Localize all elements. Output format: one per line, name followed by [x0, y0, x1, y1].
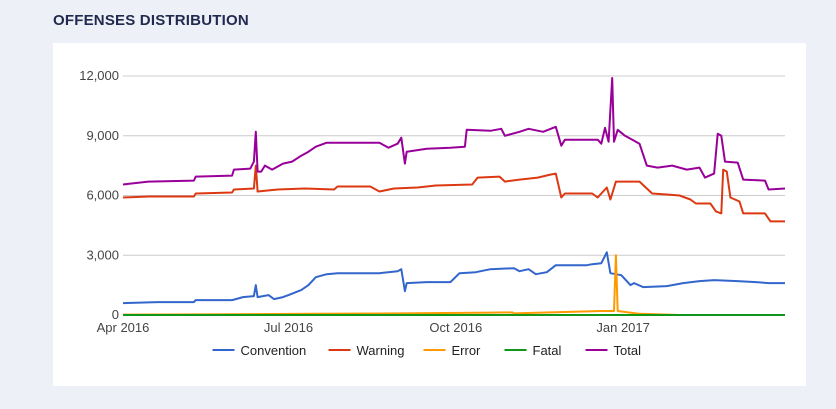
- chart-card: 0 3,000 6,000 9,000 12,000 Apr 2016 Jul 2016 O…: [53, 43, 806, 386]
- legend-label: Total: [614, 343, 642, 358]
- legend-label: Error: [452, 343, 482, 358]
- y-tick-label: 9,000: [86, 128, 119, 143]
- line-chart: 0 3,000 6,000 9,000 12,000 Apr 2016 Jul 2016 O…: [79, 68, 786, 358]
- series-lines: [122, 77, 786, 316]
- x-tick-label: Apr 2016: [97, 320, 150, 335]
- y-tick-label: 6,000: [86, 188, 119, 203]
- legend-item-warning: Warning: [328, 343, 405, 358]
- legend: Convention Warning Error Fatal Total: [212, 343, 642, 358]
- legend-label: Fatal: [533, 343, 562, 358]
- legend-item-convention: Convention: [212, 343, 307, 358]
- y-axis-labels: 0 3,000 6,000 9,000 12,000: [79, 68, 119, 322]
- series-line-error: [122, 254, 785, 316]
- y-tick-label: 0: [112, 307, 119, 322]
- x-axis-labels: Apr 2016 Jul 2016 Oct 2016 Jan 2017: [97, 320, 650, 335]
- legend-label: Warning: [357, 343, 405, 358]
- series-line-total: [122, 77, 786, 191]
- series-line-warning: [122, 164, 785, 223]
- legend-item-fatal: Fatal: [504, 343, 562, 358]
- x-tick-label: Jul 2016: [264, 320, 313, 335]
- series-line-convention: [122, 251, 785, 305]
- y-tick-label: 3,000: [86, 247, 119, 262]
- page-title: OFFENSES DISTRIBUTION: [53, 12, 249, 29]
- legend-label: Convention: [241, 343, 307, 358]
- x-tick-label: Oct 2016: [429, 320, 482, 335]
- legend-item-total: Total: [585, 343, 642, 358]
- y-tick-label: 12,000: [79, 68, 119, 83]
- x-tick-label: Jan 2017: [596, 320, 650, 335]
- legend-item-error: Error: [423, 343, 482, 358]
